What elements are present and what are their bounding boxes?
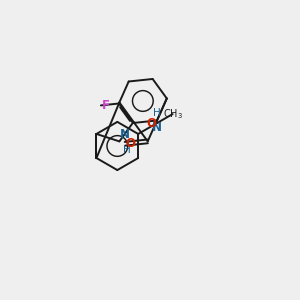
Text: N: N: [120, 128, 130, 141]
Text: CH$_3$: CH$_3$: [163, 107, 183, 121]
Text: F: F: [101, 99, 110, 112]
Text: O: O: [146, 117, 156, 130]
Text: N: N: [152, 121, 162, 134]
Text: H: H: [123, 145, 130, 155]
Text: O: O: [125, 137, 136, 150]
Text: H: H: [153, 108, 161, 118]
